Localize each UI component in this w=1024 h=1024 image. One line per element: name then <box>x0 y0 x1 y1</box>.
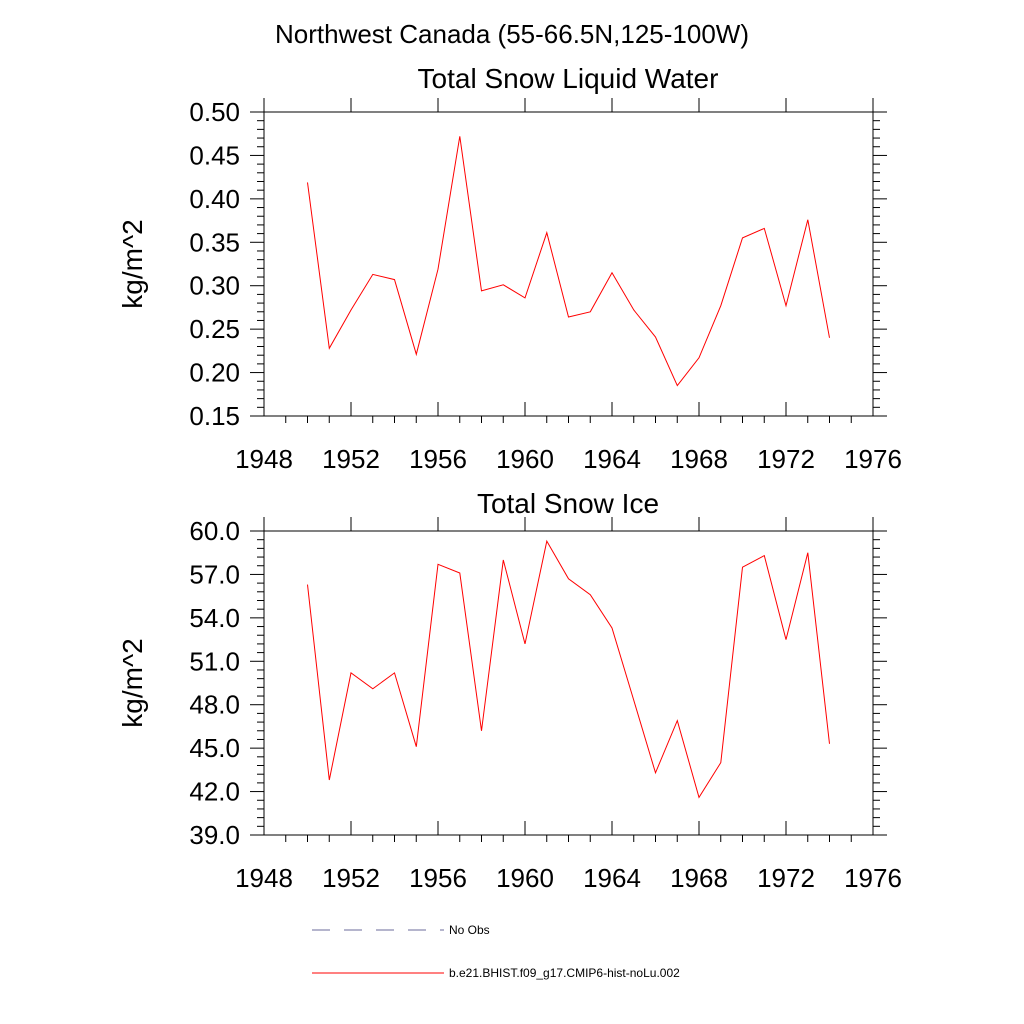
x-tick-label: 1964 <box>583 863 641 893</box>
legend-label-no-obs: No Obs <box>449 923 490 937</box>
y-tick-label: 0.35 <box>189 227 240 257</box>
y-tick-label: 0.20 <box>189 358 240 388</box>
x-tick-label: 1956 <box>409 863 467 893</box>
series-line <box>307 136 830 387</box>
x-tick-label: 1952 <box>322 444 380 474</box>
x-tick-label: 1976 <box>844 444 902 474</box>
x-tick-label: 1956 <box>409 444 467 474</box>
x-tick-label: 1968 <box>670 444 728 474</box>
y-tick-label: 0.30 <box>189 271 240 301</box>
x-tick-label: 1952 <box>322 863 380 893</box>
y-tick-label: 42.0 <box>189 777 240 807</box>
y-tick-label: 57.0 <box>189 559 240 589</box>
y-axis-label: kg/m^2 <box>117 219 148 308</box>
x-tick-label: 1972 <box>757 444 815 474</box>
x-tick-label: 1976 <box>844 863 902 893</box>
panel-snow-liquid-water: Total Snow Liquid Water kg/m^2 1948 1952 1… <box>117 63 902 474</box>
x-tick-label: 1948 <box>235 444 293 474</box>
y-tick-label: 0.25 <box>189 314 240 344</box>
plot-frame <box>263 111 874 417</box>
y-tick-label: 54.0 <box>189 603 240 633</box>
y-tick-label: 45.0 <box>189 733 240 763</box>
panel-title: Total Snow Liquid Water <box>418 63 719 94</box>
figure-title: Northwest Canada (55-66.5N,125-100W) <box>275 19 749 49</box>
y-tick-label: 39.0 <box>189 820 240 850</box>
legend-label-model: b.e21.BHIST.f09_g17.CMIP6-hist-noLu.002 <box>449 966 680 980</box>
series-line <box>307 539 830 799</box>
x-tick-label: 1968 <box>670 863 728 893</box>
y-tick-label: 48.0 <box>189 690 240 720</box>
x-tick-label: 1960 <box>496 863 554 893</box>
y-tick-label: 0.15 <box>189 401 240 431</box>
plot-frame <box>263 530 874 836</box>
y-axis-label: kg/m^2 <box>117 638 148 727</box>
legend: No Obs b.e21.BHIST.f09_g17.CMIP6-hist-no… <box>312 923 680 980</box>
panel-snow-ice: Total Snow Ice kg/m^2 1948 1952 1956 1960 19… <box>117 488 902 893</box>
y-tick-label: 0.50 <box>189 97 240 127</box>
x-tick-label: 1960 <box>496 444 554 474</box>
y-tick-label: 60.0 <box>189 516 240 546</box>
panel-title: Total Snow Ice <box>477 488 659 519</box>
x-tick-label: 1972 <box>757 863 815 893</box>
y-tick-label: 0.40 <box>189 184 240 214</box>
y-tick-label: 0.45 <box>189 140 240 170</box>
x-tick-label: 1964 <box>583 444 641 474</box>
x-tick-label: 1948 <box>235 863 293 893</box>
y-tick-label: 51.0 <box>189 646 240 676</box>
